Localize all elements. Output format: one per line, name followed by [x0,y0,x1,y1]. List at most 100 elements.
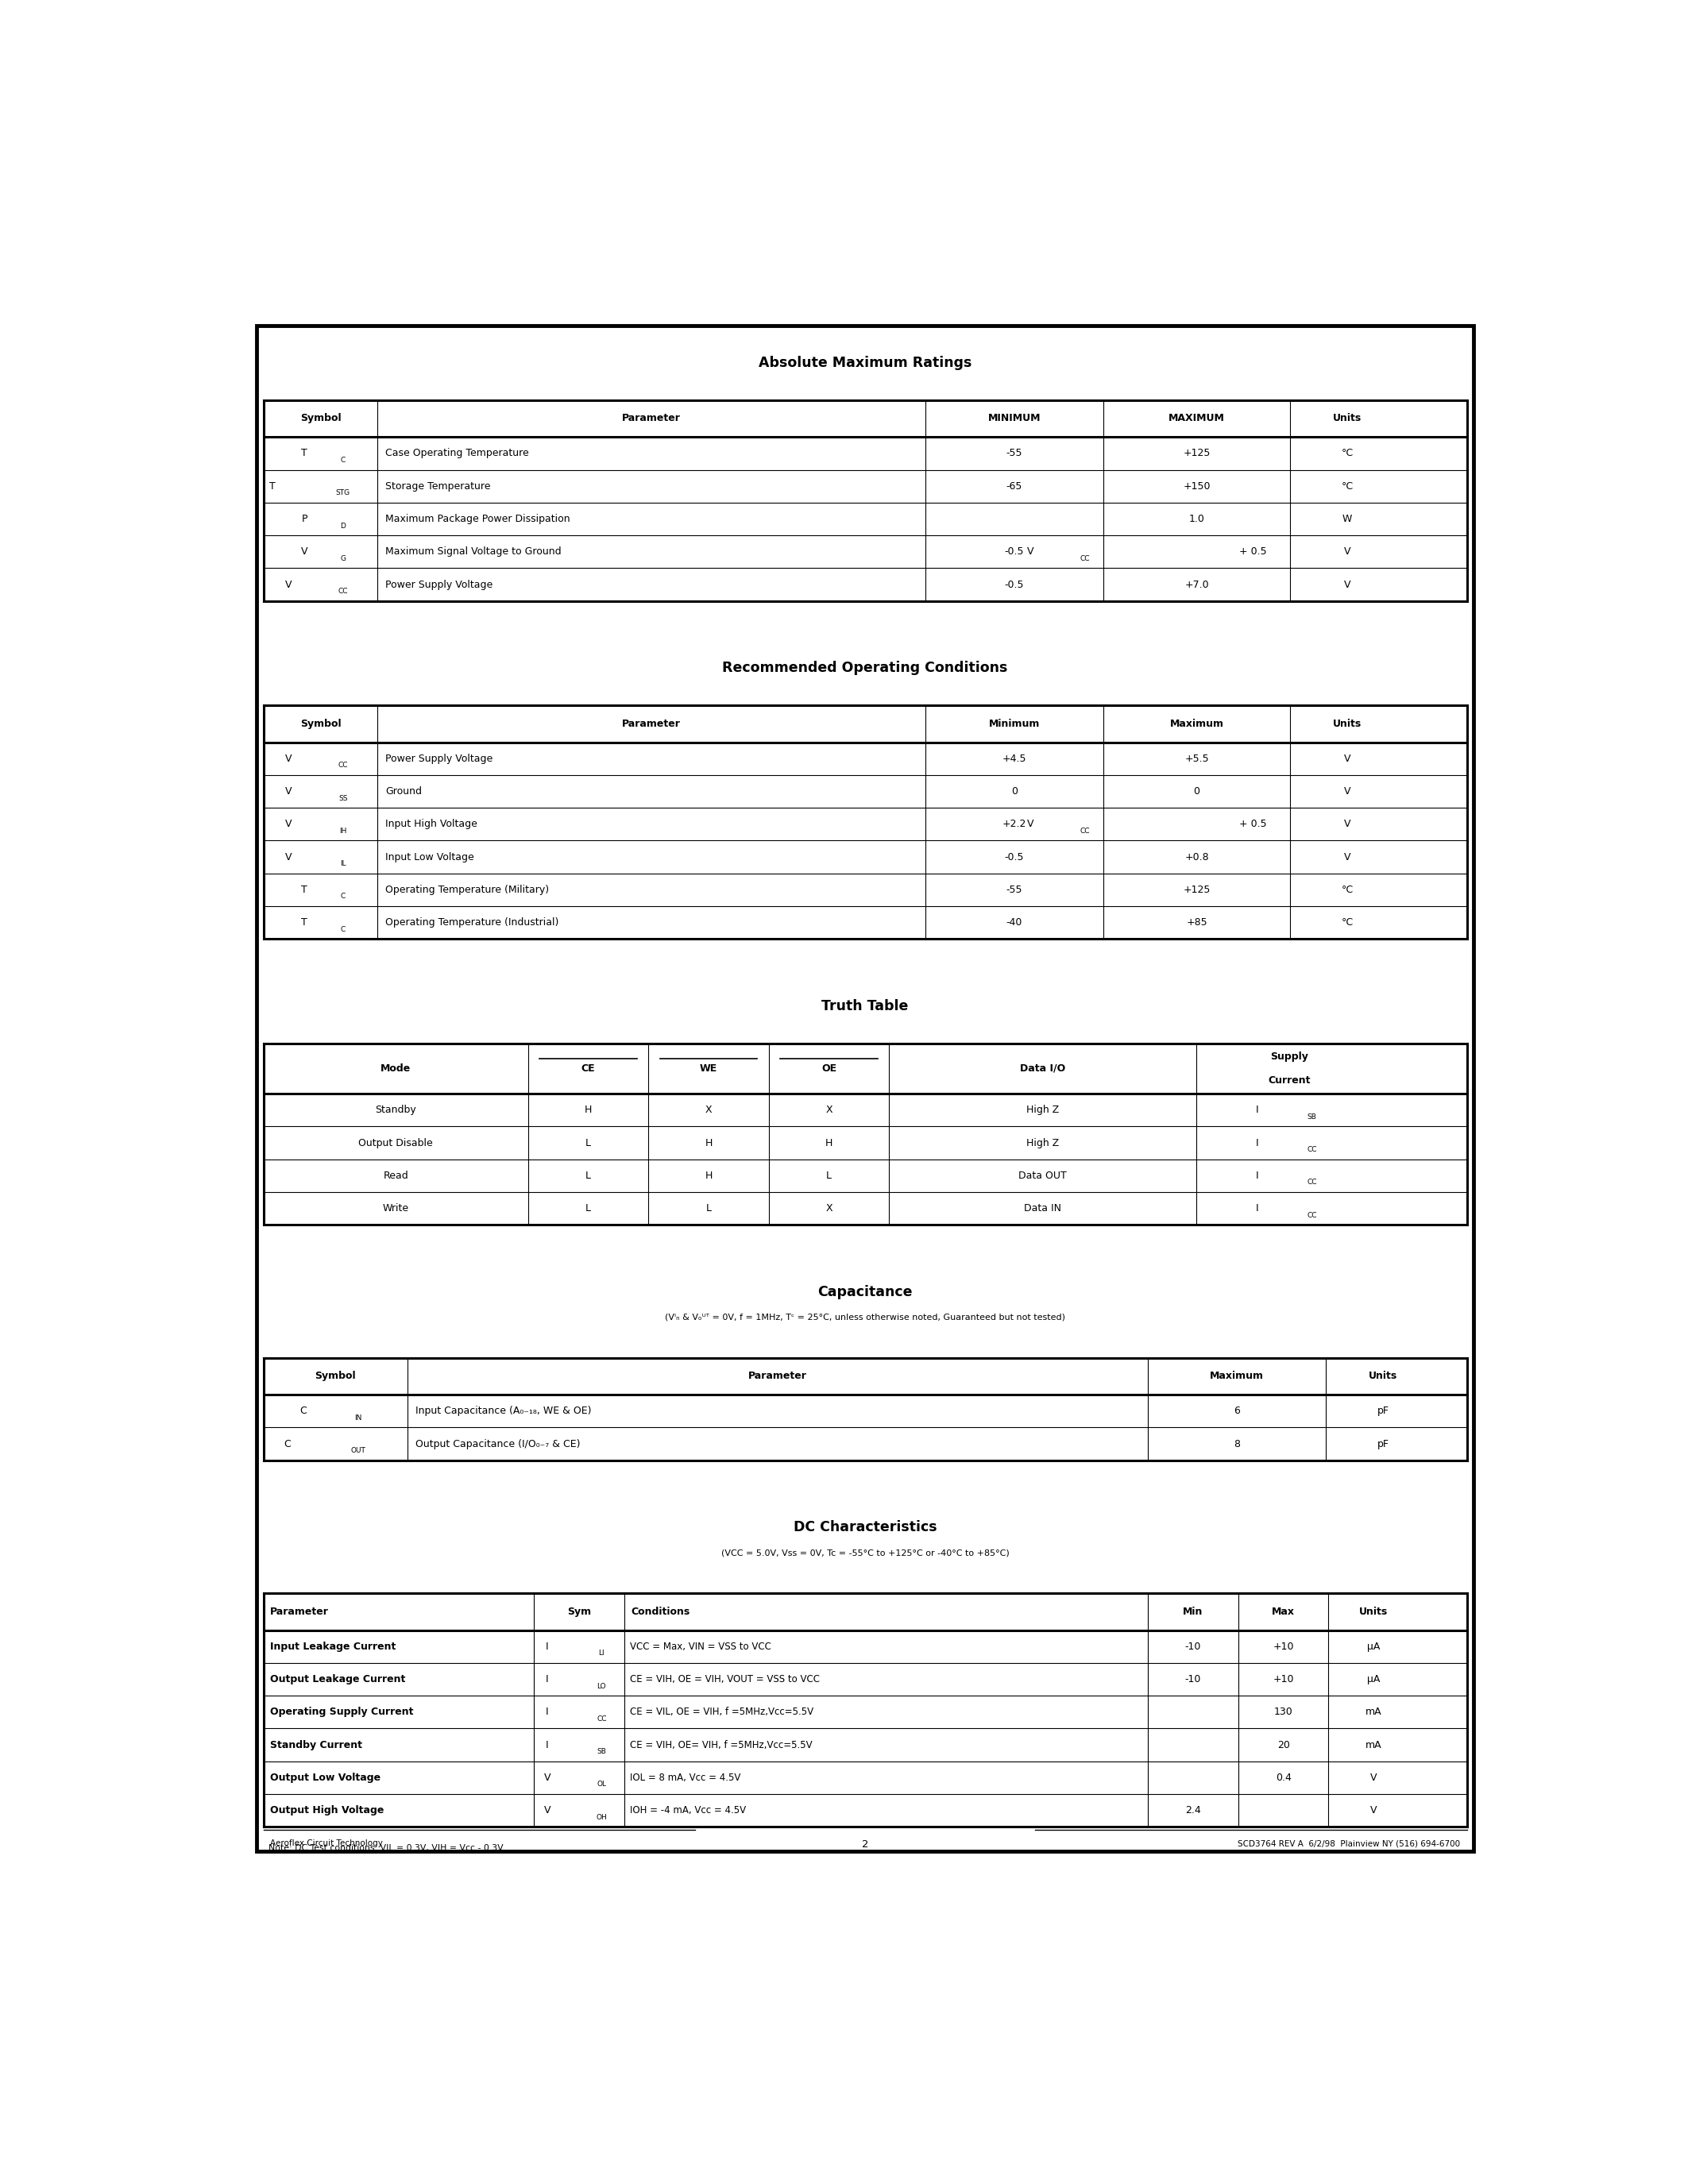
Text: +2.2: +2.2 [1003,819,1026,830]
Text: -0.5: -0.5 [1004,852,1025,863]
Text: SB: SB [1307,1114,1317,1120]
Text: μA: μA [1367,1642,1381,1651]
Text: Min: Min [1183,1607,1204,1616]
Text: +7.0: +7.0 [1185,579,1209,590]
Bar [263,1044,1467,1225]
Text: +150: +150 [1183,480,1210,491]
Text: Max: Max [1271,1607,1295,1616]
Text: Parameter: Parameter [748,1372,807,1380]
Text: Write: Write [383,1203,408,1214]
Text: V: V [1344,579,1350,590]
Text: CC: CC [596,1714,606,1723]
Text: -55: -55 [1006,448,1023,459]
Text: Symbol: Symbol [300,719,341,729]
Text: VCC = Max, VIN = VSS to VCC: VCC = Max, VIN = VSS to VCC [630,1642,771,1651]
Text: Units: Units [1359,1607,1388,1616]
Text: I: I [545,1741,549,1749]
Text: Case Operating Temperature: Case Operating Temperature [385,448,528,459]
Text: MINIMUM: MINIMUM [987,413,1041,424]
Text: Truth Table: Truth Table [822,998,908,1013]
Text: Data I/O: Data I/O [1020,1064,1065,1075]
Text: CE = VIL, OE = VIH, f =5MHz,Vcc=5.5V: CE = VIL, OE = VIH, f =5MHz,Vcc=5.5V [630,1708,814,1717]
Text: IOH = -4 mA, Vcc = 4.5V: IOH = -4 mA, Vcc = 4.5V [630,1806,746,1815]
Text: DC Characteristics: DC Characteristics [793,1520,937,1535]
Text: SB: SB [598,1747,606,1756]
Text: L: L [586,1203,591,1214]
Text: Recommended Operating Conditions: Recommended Operating Conditions [722,662,1008,675]
Text: Absolute Maximum Ratings: Absolute Maximum Ratings [758,356,972,369]
Text: pF: pF [1377,1406,1389,1415]
Text: Units: Units [1334,719,1362,729]
Text: IH: IH [339,828,346,834]
Text: -0.5: -0.5 [1004,579,1025,590]
Text: Standby: Standby [375,1105,417,1116]
Text: 2: 2 [863,1839,869,1850]
Text: V: V [544,1773,550,1782]
Text: Aeroflex Circuit Technology: Aeroflex Circuit Technology [270,1839,383,1848]
Text: I: I [545,1642,549,1651]
Text: 20: 20 [1278,1741,1290,1749]
Text: μA: μA [1367,1675,1381,1684]
Text: 1.0: 1.0 [1188,513,1205,524]
Text: 0: 0 [1011,786,1018,797]
Text: 8: 8 [1234,1439,1241,1448]
Text: 0.4: 0.4 [1276,1773,1291,1782]
Text: +125: +125 [1183,448,1210,459]
Text: I: I [545,1675,549,1684]
Text: STG: STG [336,489,349,496]
Text: V: V [1371,1773,1377,1782]
Text: V: V [285,579,292,590]
Text: Parameter: Parameter [623,719,680,729]
Text: OH: OH [596,1813,608,1821]
Text: Input High Voltage: Input High Voltage [385,819,478,830]
Text: Supply: Supply [1271,1051,1308,1061]
Text: V: V [1371,1806,1377,1815]
Text: 0: 0 [1193,786,1200,797]
Text: L: L [586,1138,591,1149]
Text: IL: IL [339,860,346,867]
Text: pF: pF [1377,1439,1389,1448]
Text: Mode: Mode [380,1064,410,1075]
Text: X: X [825,1203,832,1214]
Text: Parameter: Parameter [270,1607,329,1616]
Text: X: X [825,1105,832,1116]
Text: OL: OL [598,1780,606,1789]
Text: Operating Temperature (Military): Operating Temperature (Military) [385,885,549,895]
Text: WE: WE [701,1064,717,1075]
Text: Units: Units [1334,413,1362,424]
Text: H: H [825,1138,832,1149]
Text: C: C [300,1406,307,1415]
Text: Symbol: Symbol [300,413,341,424]
Text: °C: °C [1340,480,1354,491]
Text: IOL = 8 mA, Vcc = 4.5V: IOL = 8 mA, Vcc = 4.5V [630,1773,741,1782]
Text: mA: mA [1366,1708,1382,1717]
Text: High Z: High Z [1026,1105,1058,1116]
Text: L: L [706,1203,711,1214]
Text: CC: CC [1080,828,1090,834]
Text: I: I [1256,1171,1259,1182]
Text: Input Capacitance (A₀₋₁₈, WE & OE): Input Capacitance (A₀₋₁₈, WE & OE) [415,1406,591,1415]
Text: Maximum Signal Voltage to Ground: Maximum Signal Voltage to Ground [385,546,562,557]
Text: Capacitance: Capacitance [817,1284,913,1299]
Text: 2.4: 2.4 [1185,1806,1200,1815]
Text: Operating Temperature (Industrial): Operating Temperature (Industrial) [385,917,559,928]
Text: -65: -65 [1006,480,1023,491]
Text: H: H [584,1105,592,1116]
Text: Parameter: Parameter [623,413,680,424]
Bar [263,1358,1467,1461]
Text: V: V [1344,819,1350,830]
Text: V: V [1344,753,1350,764]
Text: Sym: Sym [567,1607,591,1616]
Text: Read: Read [383,1171,408,1182]
Text: Output Leakage Current: Output Leakage Current [270,1675,405,1684]
Text: CE = VIH, OE= VIH, f =5MHz,Vcc=5.5V: CE = VIH, OE= VIH, f =5MHz,Vcc=5.5V [630,1741,812,1749]
Text: (Vᴵₙ & Vₒᵁᵀ = 0V, f = 1MHz, Tᶜ = 25°C, unless otherwise noted, Guaranteed but no: (Vᴵₙ & Vₒᵁᵀ = 0V, f = 1MHz, Tᶜ = 25°C, u… [665,1313,1065,1321]
Text: Data IN: Data IN [1025,1203,1062,1214]
Text: Conditions: Conditions [631,1607,690,1616]
Text: CC: CC [1307,1147,1317,1153]
Text: -10: -10 [1185,1642,1202,1651]
Text: D: D [341,522,346,529]
Text: V: V [1344,852,1350,863]
Text: 130: 130 [1274,1708,1293,1717]
Text: +4.5: +4.5 [1003,753,1026,764]
